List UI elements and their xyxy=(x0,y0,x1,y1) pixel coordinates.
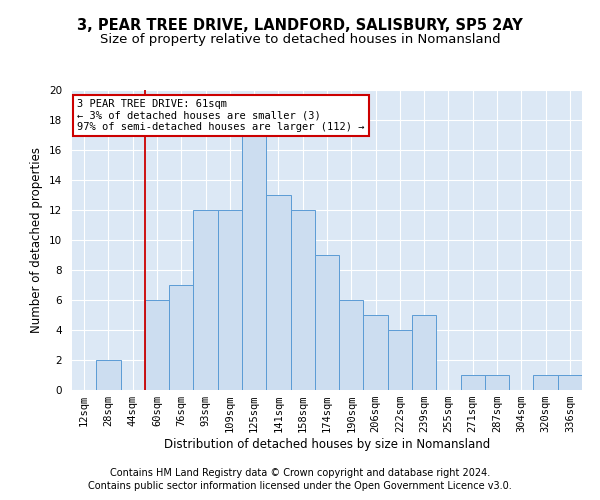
Bar xyxy=(412,315,436,390)
Bar xyxy=(558,375,582,390)
Bar xyxy=(290,210,315,390)
Bar xyxy=(461,375,485,390)
Text: Contains HM Land Registry data © Crown copyright and database right 2024.: Contains HM Land Registry data © Crown c… xyxy=(110,468,490,477)
Y-axis label: Number of detached properties: Number of detached properties xyxy=(31,147,43,333)
Bar xyxy=(218,210,242,390)
Bar xyxy=(339,300,364,390)
Text: 3 PEAR TREE DRIVE: 61sqm
← 3% of detached houses are smaller (3)
97% of semi-det: 3 PEAR TREE DRIVE: 61sqm ← 3% of detache… xyxy=(77,99,365,132)
Bar xyxy=(169,285,193,390)
X-axis label: Distribution of detached houses by size in Nomansland: Distribution of detached houses by size … xyxy=(164,438,490,451)
Text: Size of property relative to detached houses in Nomansland: Size of property relative to detached ho… xyxy=(100,32,500,46)
Bar xyxy=(145,300,169,390)
Bar xyxy=(364,315,388,390)
Bar xyxy=(266,195,290,390)
Bar xyxy=(193,210,218,390)
Bar xyxy=(96,360,121,390)
Bar xyxy=(242,135,266,390)
Bar xyxy=(388,330,412,390)
Bar xyxy=(533,375,558,390)
Bar xyxy=(485,375,509,390)
Text: 3, PEAR TREE DRIVE, LANDFORD, SALISBURY, SP5 2AY: 3, PEAR TREE DRIVE, LANDFORD, SALISBURY,… xyxy=(77,18,523,32)
Text: Contains public sector information licensed under the Open Government Licence v3: Contains public sector information licen… xyxy=(88,481,512,491)
Bar xyxy=(315,255,339,390)
